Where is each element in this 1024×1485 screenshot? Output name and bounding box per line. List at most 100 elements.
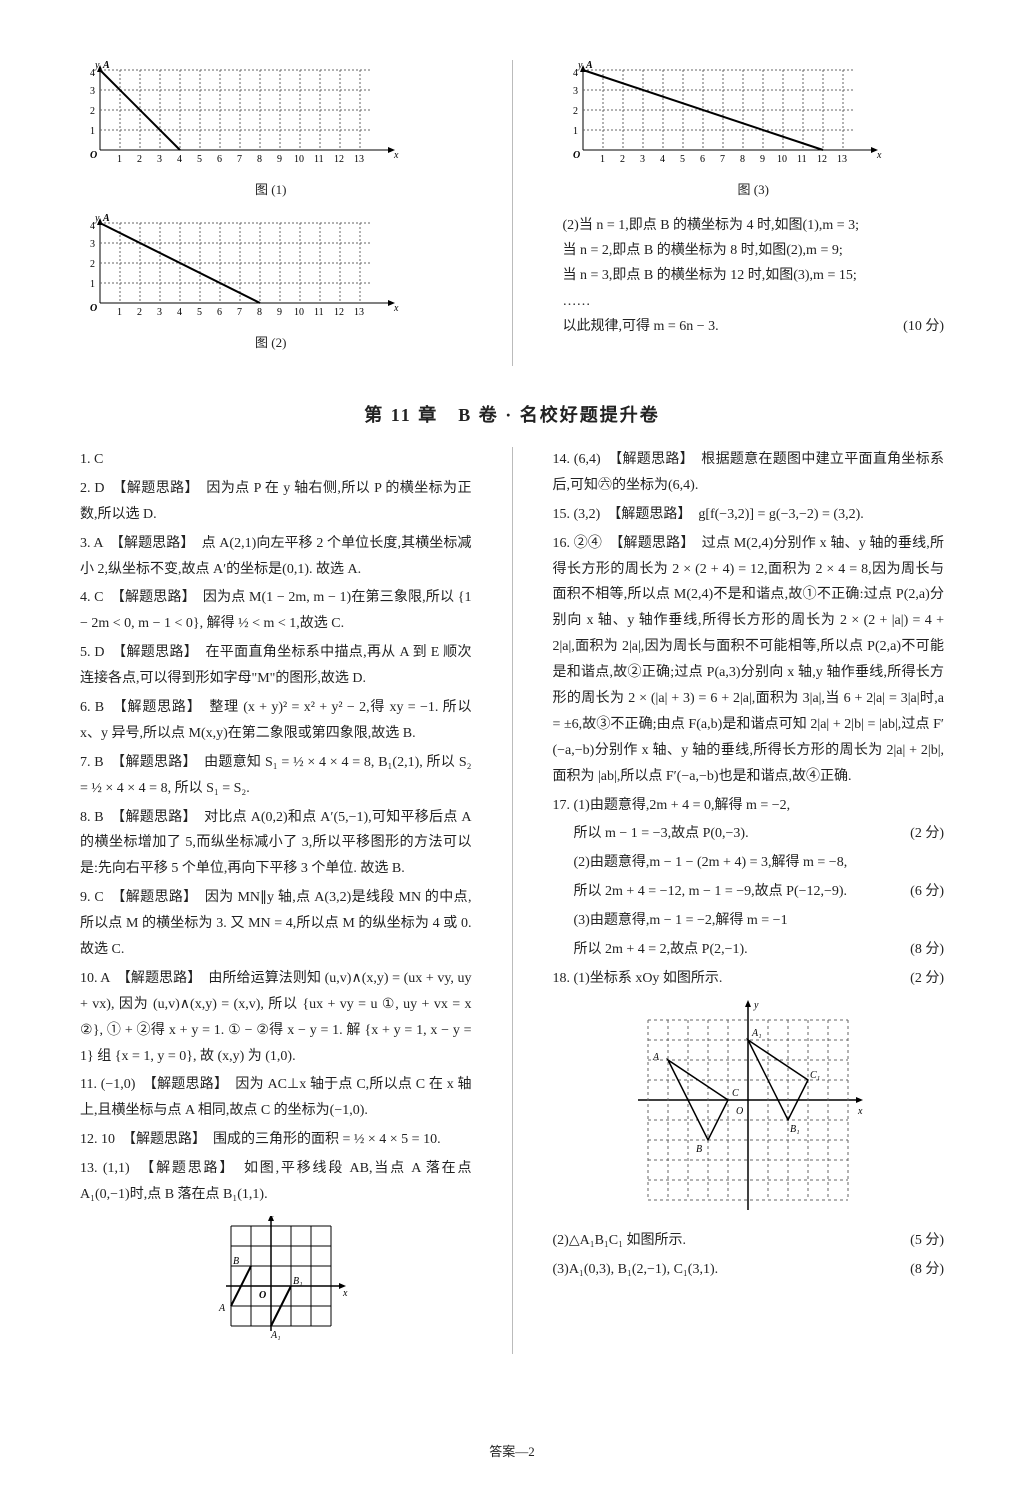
- svg-text:B₁: B₁: [790, 1124, 800, 1135]
- ans-8: 8. B 【解题思路】 对比点 A(0,2)和点 A′(5,−1),可知平移后点…: [80, 805, 472, 883]
- svg-text:13: 13: [354, 154, 364, 165]
- svg-text:6: 6: [217, 154, 222, 165]
- svg-text:6: 6: [217, 307, 222, 318]
- svg-text:x: x: [876, 150, 882, 161]
- left-column-top: y x O 1234 1234 5678 910111213: [80, 60, 462, 366]
- top-figures-section: y x O 1234 1234 5678 910111213: [80, 60, 944, 366]
- svg-text:3: 3: [157, 307, 162, 318]
- svg-text:5: 5: [197, 154, 202, 165]
- svg-text:A₁: A₁: [751, 1028, 762, 1039]
- right-line-5-score: (10 分): [903, 314, 944, 339]
- svg-text:4: 4: [177, 307, 182, 318]
- fig-13-svg: y x O A B A₁ B₁: [201, 1216, 351, 1346]
- svg-text:2: 2: [137, 307, 142, 318]
- svg-text:A: A: [102, 60, 110, 71]
- ans-15: 15. (3,2) 【解题思路】 g[f(−3,2)] = g(−3,−2) =…: [553, 502, 945, 528]
- svg-text:3: 3: [640, 154, 645, 165]
- svg-text:3: 3: [90, 239, 95, 250]
- svg-text:4: 4: [90, 221, 95, 232]
- svg-text:y: y: [753, 1000, 759, 1011]
- svg-text:9: 9: [760, 154, 765, 165]
- ans-17-4-text: 所以 2m + 4 = −12, m − 1 = −9,故点 P(−12,−9)…: [574, 884, 848, 899]
- ans-5: 5. D 【解题思路】 在平面直角坐标系中描点,再从 A 到 E 顺次连接各点,…: [80, 640, 472, 692]
- svg-text:4: 4: [660, 154, 665, 165]
- chart-3-box: y x O 1234 1234 5678 910111213: [563, 60, 945, 198]
- svg-text:3: 3: [157, 154, 162, 165]
- ans-18-3-score: (8 分): [910, 1257, 944, 1283]
- svg-text:2: 2: [90, 259, 95, 270]
- svg-text:10: 10: [777, 154, 787, 165]
- svg-text:13: 13: [354, 307, 364, 318]
- answers-section: 1. C 2. D 【解题思路】 因为点 P 在 y 轴右侧,所以 P 的横坐标…: [80, 447, 944, 1354]
- svg-text:12: 12: [334, 307, 344, 318]
- svg-text:3: 3: [90, 86, 95, 97]
- svg-text:x: x: [393, 150, 399, 161]
- svg-text:A: A: [585, 60, 593, 71]
- right-text-block: (2)当 n = 1,即点 B 的横坐标为 4 时,如图(1),m = 3; 当…: [563, 213, 945, 339]
- svg-text:12: 12: [334, 154, 344, 165]
- svg-text:13: 13: [837, 154, 847, 165]
- svg-text:C₁: C₁: [810, 1070, 820, 1081]
- chart-1-svg: y x O 1234 1234 5678 910111213: [80, 60, 400, 170]
- ans-10: 10. A 【解题思路】 由所给运算法则知 (u,v)∧(x,y) = (ux …: [80, 966, 472, 1070]
- svg-text:7: 7: [237, 154, 242, 165]
- ans-16: 16. ②④ 【解题思路】 过点 M(2,4)分别作 x 轴、y 轴的垂线,所得…: [553, 531, 945, 790]
- fig-18: x y O A B C: [553, 1000, 945, 1220]
- chart-3-caption: 图 (3): [563, 179, 945, 198]
- right-line-4: ……: [563, 289, 945, 314]
- svg-text:1: 1: [117, 154, 122, 165]
- ans-12: 12. 10 【解题思路】 围成的三角形的面积 = ½ × 4 × 5 = 10…: [80, 1127, 472, 1153]
- ans-18-3: (3)A₁(0,3), B₁(2,−1), C₁(3,1). (8 分): [553, 1257, 945, 1283]
- svg-text:11: 11: [314, 154, 324, 165]
- ans-18-3-text: (3)A₁(0,3), B₁(2,−1), C₁(3,1).: [553, 1262, 719, 1277]
- svg-text:1: 1: [90, 126, 95, 137]
- ans-4: 4. C 【解题思路】 因为点 M(1 − 2m, m − 1)在第三象限,所以…: [80, 585, 472, 637]
- svg-text:C: C: [732, 1088, 739, 1099]
- answers-left-col: 1. C 2. D 【解题思路】 因为点 P 在 y 轴右侧,所以 P 的横坐标…: [80, 447, 472, 1354]
- chart-3-svg: y x O 1234 1234 5678 910111213: [563, 60, 883, 170]
- svg-text:1: 1: [600, 154, 605, 165]
- answers-divider: [512, 447, 513, 1354]
- right-column-top: y x O 1234 1234 5678 910111213: [563, 60, 945, 366]
- ans-2: 2. D 【解题思路】 因为点 P 在 y 轴右侧,所以 P 的横坐标为正数,所…: [80, 476, 472, 528]
- chapter-title: 第 11 章 B 卷 · 名校好题提升卷: [80, 401, 944, 427]
- ans-18-1-text: 18. (1)坐标系 xOy 如图所示.: [553, 971, 723, 986]
- svg-text:2: 2: [137, 154, 142, 165]
- ans-17-4: 所以 2m + 4 = −12, m − 1 = −9,故点 P(−12,−9)…: [553, 879, 945, 905]
- ans-7: 7. B 【解题思路】 由题意知 S₁ = ½ × 4 × 4 = 8, B₁(…: [80, 750, 472, 802]
- ans-1: 1. C: [80, 447, 472, 473]
- ans-17-4-score: (6 分): [889, 879, 944, 905]
- svg-text:4: 4: [177, 154, 182, 165]
- svg-text:11: 11: [314, 307, 324, 318]
- svg-text:O: O: [736, 1106, 743, 1117]
- svg-text:9: 9: [277, 154, 282, 165]
- svg-text:1: 1: [117, 307, 122, 318]
- right-line-1: (2)当 n = 1,即点 B 的横坐标为 4 时,如图(1),m = 3;: [563, 213, 945, 238]
- ans-17-2-text: 所以 m − 1 = −3,故点 P(0,−3).: [574, 826, 749, 841]
- ans-17-6: 所以 2m + 4 = 2,故点 P(2,−1). (8 分): [553, 937, 945, 963]
- svg-text:O: O: [90, 303, 97, 314]
- ans-18-2-score: (5 分): [910, 1228, 944, 1254]
- ans-18-1-score: (2 分): [910, 966, 944, 992]
- ans-17-6-text: 所以 2m + 4 = 2,故点 P(2,−1).: [574, 942, 748, 957]
- svg-text:11: 11: [797, 154, 807, 165]
- svg-text:8: 8: [257, 154, 262, 165]
- chart-2-svg: y x O 1234 1234 5678 910111213: [80, 213, 400, 323]
- svg-text:4: 4: [573, 68, 578, 79]
- chart-1-box: y x O 1234 1234 5678 910111213: [80, 60, 462, 198]
- ans-17-2: 所以 m − 1 = −3,故点 P(0,−3). (2 分): [553, 821, 945, 847]
- page-footer: 答案—2: [489, 1441, 535, 1460]
- answers-right-col: 14. (6,4) 【解题思路】 根据题意在题图中建立平面直角坐标系后,可知㊅的…: [553, 447, 945, 1354]
- svg-text:5: 5: [680, 154, 685, 165]
- svg-text:A: A: [218, 1303, 226, 1314]
- svg-text:B₁: B₁: [293, 1276, 303, 1287]
- top-divider: [512, 60, 513, 366]
- svg-text:2: 2: [573, 106, 578, 117]
- svg-text:B: B: [233, 1256, 239, 1267]
- svg-text:O: O: [259, 1290, 266, 1301]
- svg-text:3: 3: [573, 86, 578, 97]
- svg-text:x: x: [342, 1288, 348, 1299]
- svg-text:O: O: [90, 150, 97, 161]
- svg-text:8: 8: [740, 154, 745, 165]
- right-line-5: 以此规律,可得 m = 6n − 3. (10 分): [563, 314, 945, 339]
